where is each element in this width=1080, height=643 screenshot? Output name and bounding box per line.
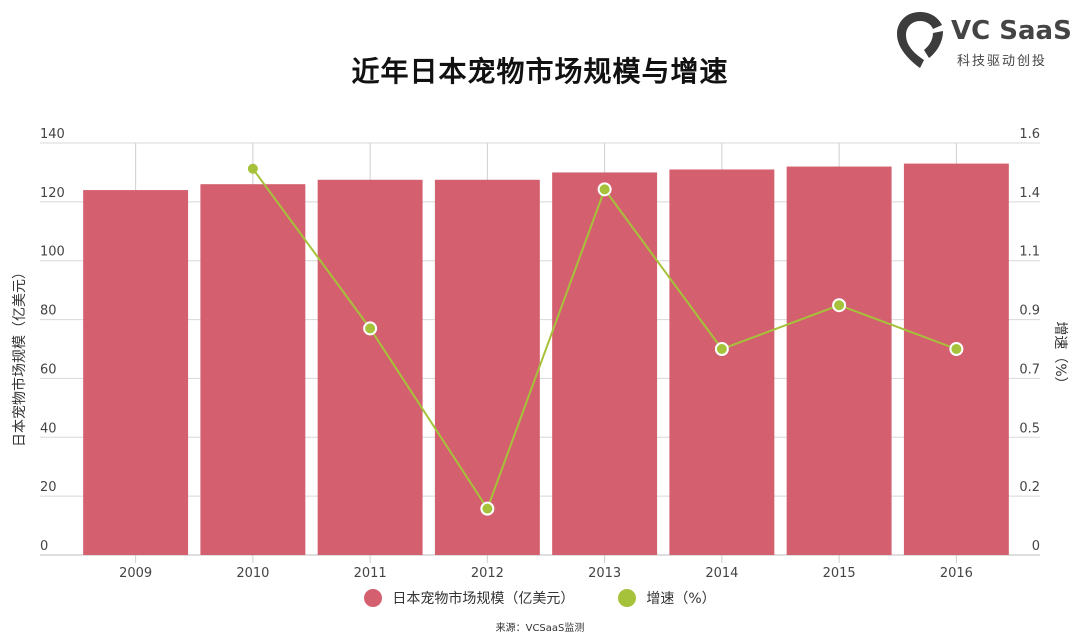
right-tick-label: 0.9	[1019, 304, 1040, 319]
right-tick-label: 0	[1032, 539, 1040, 554]
right-tick-label: 1.1	[1019, 245, 1040, 260]
logo-mark-icon	[897, 12, 943, 68]
bar-2013	[552, 172, 658, 555]
x-tick-label: 2012	[471, 566, 504, 581]
growth-point-2015	[832, 298, 847, 313]
growth-point-2016	[949, 342, 964, 356]
bar-2009	[83, 190, 189, 556]
x-tick-label: 2010	[236, 566, 269, 581]
right-axis-label: 增速（%）	[1052, 321, 1068, 390]
left-axis-label: 日本宠物市场规模（亿美元）	[11, 265, 28, 447]
logo: VC SaaS 科技驱动创投	[893, 8, 1073, 74]
logo-subtitle: 科技驱动创投	[957, 54, 1048, 69]
left-tick-label: 0	[40, 539, 48, 554]
right-tick-label: 0.2	[1019, 480, 1040, 495]
x-tick-label: 2016	[940, 566, 973, 581]
axis-ticks: 0 0 20 0.2 40 0.5 60 0.7 80 0.9 100 1.1 120 1.4 140 1.6…	[40, 127, 1040, 581]
legend-dot-bar	[364, 589, 383, 607]
bar-2016	[903, 163, 1009, 555]
left-tick-label: 100	[40, 245, 65, 260]
bar-2015	[786, 166, 892, 556]
bar-2010	[200, 184, 306, 555]
bar-series	[83, 163, 1009, 556]
right-tick-label: 1.4	[1019, 186, 1040, 201]
legend-label-growth: 增速（%）	[646, 591, 716, 607]
growth-point-2014	[714, 342, 729, 356]
left-tick-label: 60	[40, 362, 57, 377]
x-tick-label: 2014	[705, 566, 738, 581]
growth-point-2013	[597, 182, 612, 197]
logo-text: VC SaaS	[951, 16, 1072, 46]
right-tick-label: 0.7	[1019, 362, 1040, 377]
left-tick-label: 120	[40, 186, 65, 201]
left-tick-label: 140	[40, 127, 65, 142]
bar-2012	[434, 179, 540, 556]
right-tick-label: 0.5	[1019, 421, 1040, 436]
growth-point-2010	[247, 163, 258, 174]
left-tick-label: 20	[40, 480, 57, 495]
x-tick-label: 2013	[588, 566, 621, 581]
bar-2011	[317, 179, 423, 556]
growth-point-2011	[363, 321, 378, 336]
left-tick-label: 40	[40, 421, 57, 436]
legend-label-market-size: 日本宠物市场规模（亿美元）	[392, 591, 575, 607]
line-series	[247, 163, 964, 516]
legend-item-market-size[interactable]: 日本宠物市场规模（亿美元）	[364, 588, 574, 608]
legend-item-growth[interactable]: 增速（%）	[618, 588, 716, 608]
chart-title: 近年日本宠物市场规模与增速	[351, 55, 729, 88]
left-tick-label: 80	[40, 304, 57, 319]
legend: 日本宠物市场规模（亿美元） 增速（%）	[0, 588, 1080, 608]
growth-point-2012	[480, 501, 495, 516]
right-tick-label: 1.6	[1019, 127, 1040, 142]
x-tick-label: 2009	[119, 566, 152, 581]
x-tick-label: 2015	[823, 566, 856, 581]
x-tick-label: 2011	[354, 566, 387, 581]
source-note: 来源：VCSaaS监测	[495, 623, 585, 634]
bar-2014	[669, 169, 775, 555]
legend-dot-line	[618, 589, 637, 607]
